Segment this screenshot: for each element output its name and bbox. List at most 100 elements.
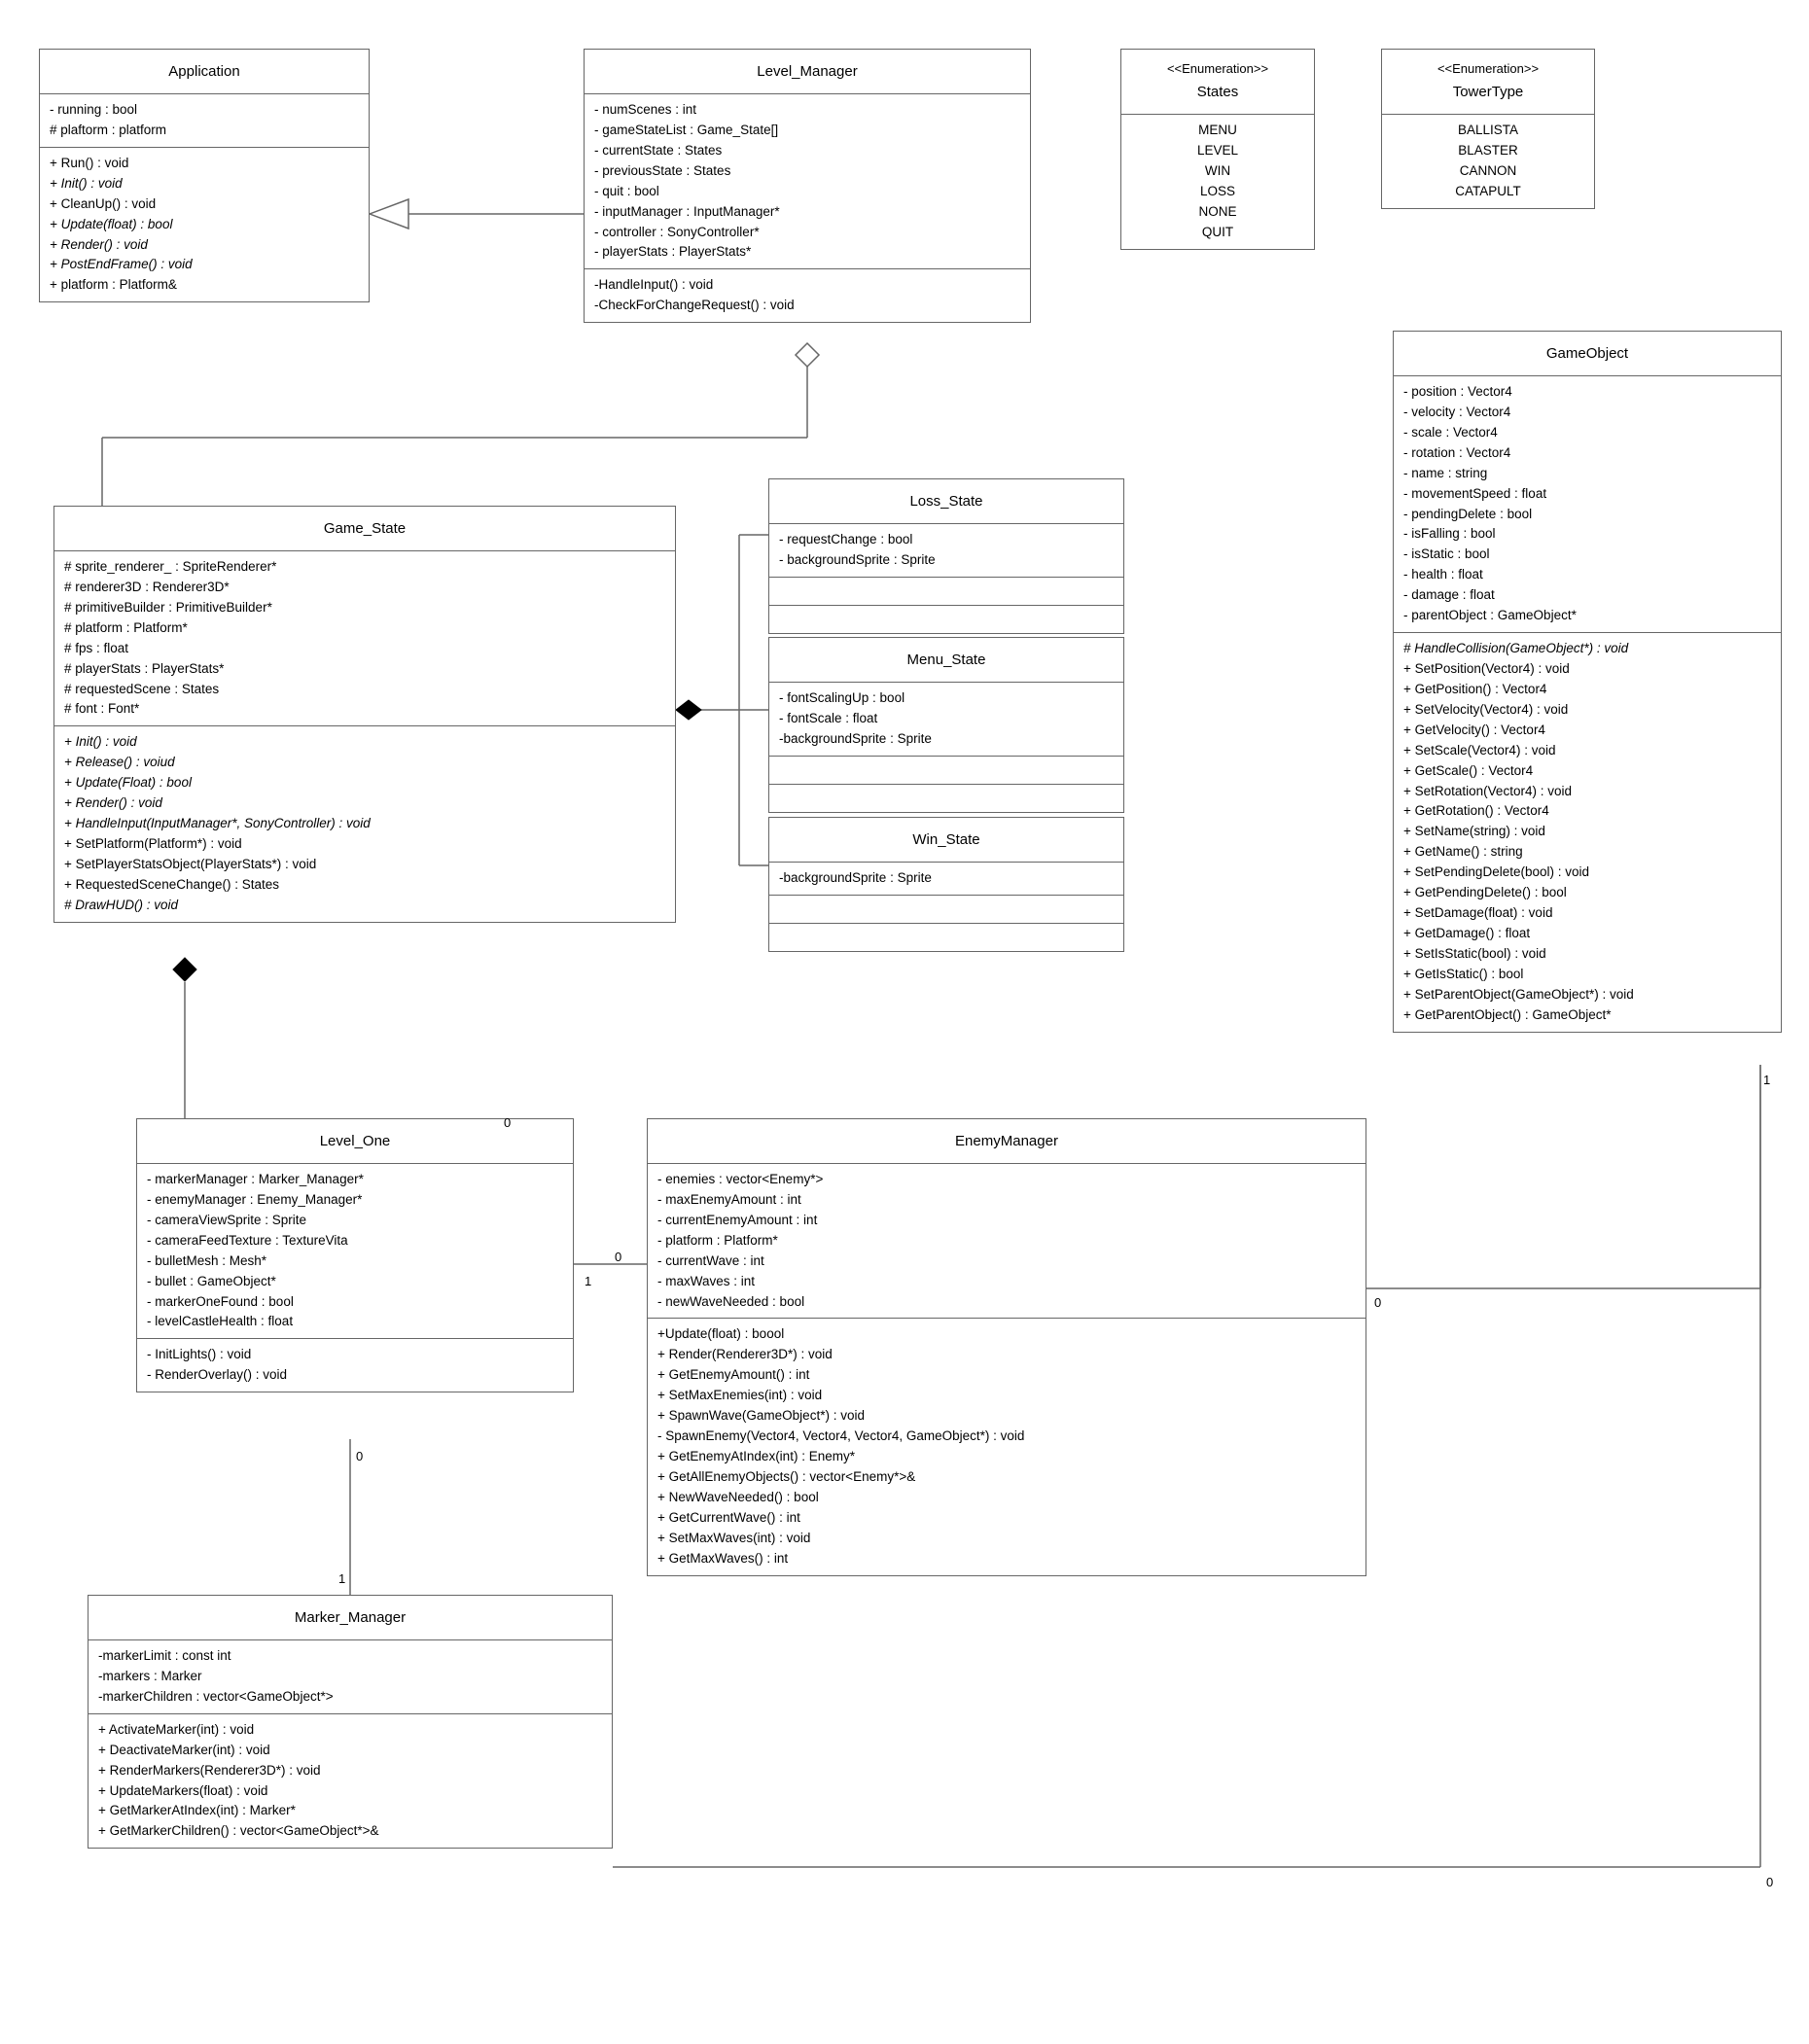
uml-class-name: Application [50,55,359,88]
uml-member: - position : Vector4 [1403,382,1771,403]
uml-member: -backgroundSprite : Sprite [779,868,1114,889]
uml-member: -markerChildren : vector<GameObject*> [98,1687,602,1708]
uml-class-header: EnemyManager [648,1119,1366,1163]
uml-member: - health : float [1403,565,1771,585]
uml-member: + Release() : voiud [64,753,665,773]
uml-member: - damage : float [1403,585,1771,606]
multiplicity-label: 0 [615,1250,621,1264]
uml-member: # primitiveBuilder : PrimitiveBuilder* [64,598,665,618]
multiplicity-label: 1 [338,1571,345,1586]
uml-member: + SetName(string) : void [1403,822,1771,842]
uml-operations: # HandleCollision(GameObject*) : void+ S… [1394,632,1781,1032]
uml-class-menu_state: Menu_State- fontScalingUp : bool- fontSc… [768,637,1124,813]
uml-member: + GetMarkerChildren() : vector<GameObjec… [98,1821,602,1842]
uml-member: - playerStats : PlayerStats* [594,242,1020,263]
uml-class-header: <<Enumeration>>TowerType [1382,50,1594,114]
uml-class-win_state: Win_State -backgroundSprite : Sprite [768,817,1124,952]
uml-class-name: States [1131,76,1304,108]
uml-member: + SetIsStatic(bool) : void [1403,944,1771,965]
uml-member: + GetPendingDelete() : bool [1403,883,1771,903]
uml-member: -HandleInput() : void [594,275,1020,296]
uml-member: - requestChange : bool [779,530,1114,550]
uml-class-name: Win_State [779,824,1114,856]
uml-member: - bulletMesh : Mesh* [147,1251,563,1272]
uml-member: + GetIsStatic() : bool [1403,965,1771,985]
uml-member: + GetEnemyAtIndex(int) : Enemy* [657,1447,1356,1467]
uml-member: BLASTER [1392,141,1584,161]
multiplicity-label: 0 [1766,1875,1773,1889]
uml-member: - numScenes : int [594,100,1020,121]
uml-member: + GetRotation() : Vector4 [1403,801,1771,822]
uml-member: - currentWave : int [657,1251,1356,1272]
uml-member: + ActivateMarker(int) : void [98,1720,602,1741]
uml-member: - previousState : States [594,161,1020,182]
uml-member: - fontScale : float [779,709,1114,729]
uml-member: - levelCastleHealth : float [147,1312,563,1332]
uml-member: # platform : Platform* [64,618,665,639]
uml-member: + GetPosition() : Vector4 [1403,680,1771,700]
uml-operations: -HandleInput() : void-CheckForChangeRequ… [585,268,1030,322]
uml-member: + CleanUp() : void [50,194,359,215]
uml-member: - fontScalingUp : bool [779,688,1114,709]
uml-class-header: Win_State [769,818,1123,862]
uml-member: - SpawnEnemy(Vector4, Vector4, Vector4, … [657,1427,1356,1447]
multiplicity-label: 1 [585,1274,591,1288]
uml-member: + SetScale(Vector4) : void [1403,741,1771,761]
uml-member: - pendingDelete : bool [1403,505,1771,525]
uml-operations: +Update(float) : boool+ Render(Renderer3… [648,1318,1366,1574]
uml-member: CATAPULT [1392,182,1584,202]
uml-member: # renderer3D : Renderer3D* [64,578,665,598]
uml-class-enemy_manager: EnemyManager- enemies : vector<Enemy*>- … [647,1118,1366,1576]
uml-member: # DrawHUD() : void [64,896,665,916]
uml-class-name: TowerType [1392,76,1584,108]
uml-member: # playerStats : PlayerStats* [64,659,665,680]
uml-class-application: Application - running : bool# plaftorm : … [39,49,370,302]
uml-class-header: Level_Manager [585,50,1030,93]
uml-member: - cameraViewSprite : Sprite [147,1211,563,1231]
uml-extra-empty [769,923,1123,951]
uml-member: + Render() : void [64,793,665,814]
uml-member: - velocity : Vector4 [1403,403,1771,423]
uml-member: + HandleInput(InputManager*, SonyControl… [64,814,665,834]
uml-class-name: GameObject [1403,337,1771,370]
uml-attributes: # sprite_renderer_ : SpriteRenderer*# re… [54,550,675,725]
uml-member: +Update(float) : boool [657,1324,1356,1345]
uml-member: - movementSpeed : float [1403,484,1771,505]
uml-operations: + Init() : void+ Release() : voiud+ Upda… [54,725,675,921]
uml-member: - bullet : GameObject* [147,1272,563,1292]
uml-member: - markerManager : Marker_Manager* [147,1170,563,1190]
uml-class-loss_state: Loss_State- requestChange : bool- backgr… [768,478,1124,634]
uml-member: + SetParentObject(GameObject*) : void [1403,985,1771,1005]
uml-class-header: GameObject [1394,332,1781,375]
uml-member: + NewWaveNeeded() : bool [657,1488,1356,1508]
uml-member: - isFalling : bool [1403,524,1771,545]
uml-member: + Init() : void [64,732,665,753]
uml-member: + RenderMarkers(Renderer3D*) : void [98,1761,602,1781]
uml-member: -markers : Marker [98,1667,602,1687]
uml-operations-empty [769,577,1123,605]
uml-class-name: Level_Manager [594,55,1020,88]
uml-member: - backgroundSprite : Sprite [779,550,1114,571]
uml-member: - parentObject : GameObject* [1403,606,1771,626]
uml-attributes: - numScenes : int- gameStateList : Game_… [585,93,1030,268]
uml-member: NONE [1131,202,1304,223]
uml-member: + SetMaxEnemies(int) : void [657,1386,1356,1406]
uml-stereotype: <<Enumeration>> [1392,55,1584,76]
uml-member: - markerOneFound : bool [147,1292,563,1313]
uml-operations-empty [769,895,1123,923]
uml-attributes: - running : bool# plaftorm : platform [40,93,369,147]
uml-class-game_state: Game_State# sprite_renderer_ : SpriteRen… [53,506,676,923]
uml-member: + SetVelocity(Vector4) : void [1403,700,1771,721]
uml-member: LEVEL [1131,141,1304,161]
uml-member: + SetPlatform(Platform*) : void [64,834,665,855]
uml-canvas: Application - running : bool# plaftorm : … [19,19,1790,2023]
uml-member: + SetPosition(Vector4) : void [1403,659,1771,680]
uml-attributes: BALLISTABLASTERCANNONCATAPULT [1382,114,1594,208]
uml-member: + GetVelocity() : Vector4 [1403,721,1771,741]
uml-member: + Update(float) : bool [50,215,359,235]
uml-member: -CheckForChangeRequest() : void [594,296,1020,316]
uml-member: WIN [1131,161,1304,182]
uml-member: + UpdateMarkers(float) : void [98,1781,602,1802]
uml-extra-empty [769,605,1123,633]
uml-member: + SetDamage(float) : void [1403,903,1771,924]
